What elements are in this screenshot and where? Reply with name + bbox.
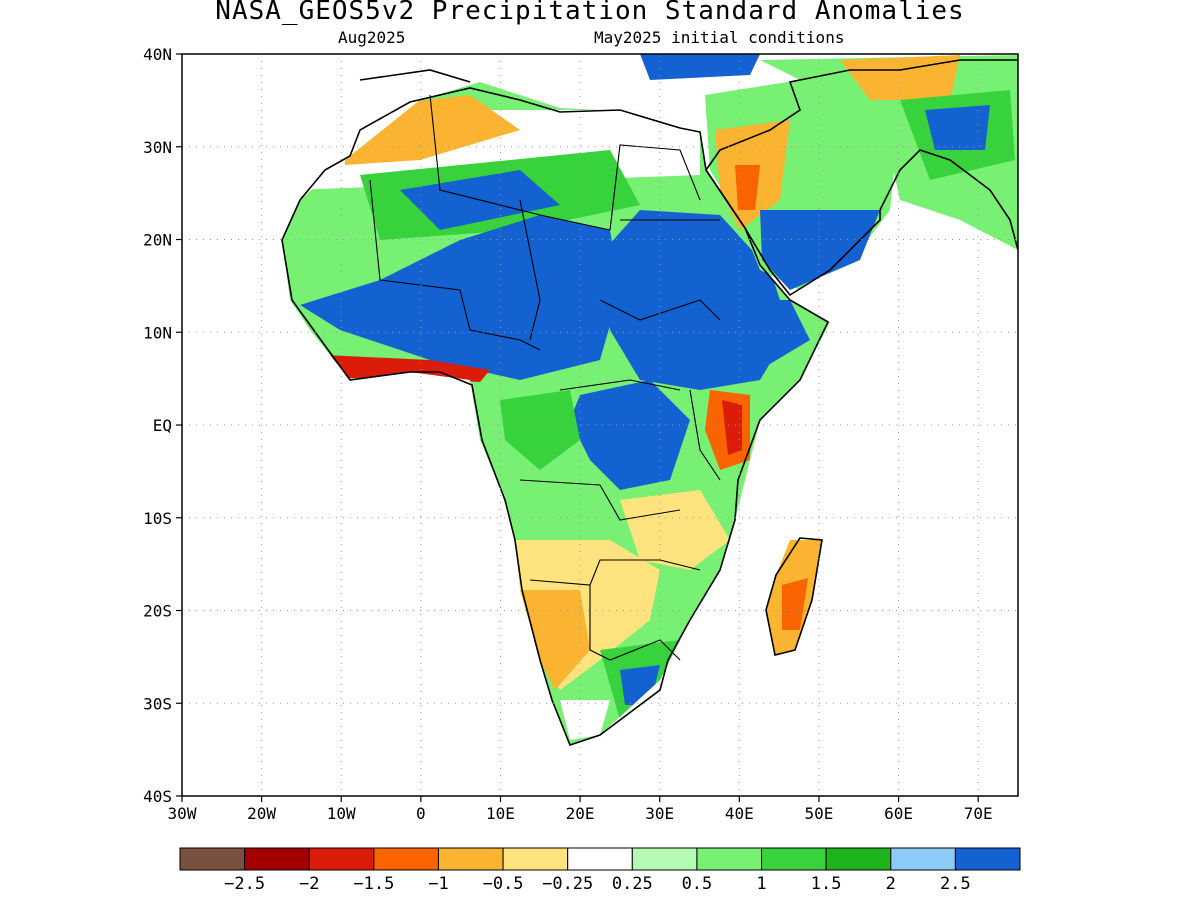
colorbar-swatch [308,847,375,871]
colorbar-swatch [631,847,698,871]
colorbar-swatch [696,847,763,871]
lon-label: 20W [247,804,276,823]
arabia-wet [760,210,880,290]
colorbar-label: 0.25 [612,874,653,894]
forecast-month: Aug2025 [338,28,406,47]
anomaly-fields [282,54,1018,745]
lon-label: 30W [168,804,197,823]
longitude-labels: 30W 20W 10W 0 10E 20E 30E 40E 50E 60E 70E [168,804,993,823]
turkey-wet [640,54,760,80]
ethiopia-wet [700,300,810,370]
colorbar-label: −1.5 [353,874,394,894]
south-africa-wet-core [620,665,660,705]
colorbar-swatch [567,847,633,871]
lat-label: 20S [143,602,172,621]
arabia-dry-core [735,165,760,210]
colorbar-swatch [437,847,504,871]
initial-conditions: May2025 initial conditions [594,28,845,47]
lon-label: 0 [416,804,426,823]
lat-label: 10S [143,509,172,528]
lon-label: 60E [884,804,913,823]
chart-title: NASA_GEOS5v2 Precipitation Standard Anom… [215,0,965,26]
lon-label: 10W [327,804,356,823]
lat-label: 40S [143,787,172,806]
lon-label: 50E [804,804,833,823]
madagascar-dry-core [782,578,808,630]
lat-label: 10N [143,323,172,342]
colorbar-swatch [825,847,892,871]
sahel-wet-west [300,215,620,380]
colorbar-label: 1.5 [811,874,842,894]
lat-lon-grid [182,54,1018,796]
axis-ticks [176,53,979,802]
colorbar-label: −2.5 [224,874,265,894]
colorbar-swatch [502,847,569,871]
colorbar-label: −0.25 [542,874,593,894]
namibia-dry [520,590,590,690]
colorbar: −2.5 −2 −1.5 −1 −0.5 −0.25 0.25 0.5 1 1.5 2 2.5 [179,847,1021,894]
lat-label: 30S [143,694,172,713]
cape-mixed [560,700,610,740]
coastlines [281,59,1018,746]
colorbar-label: −0.5 [483,874,524,894]
tanzania-dry [620,490,730,570]
colorbar-swatch [179,847,246,871]
lat-label: 30N [143,138,172,157]
lat-label: EQ [153,416,172,435]
latitude-labels: 40N 30N 20N 10N EQ 10S 20S 30S 40S [143,45,172,806]
east-africa-dry-core [722,400,742,455]
colorbar-swatch [890,847,956,871]
lat-label: 20N [143,231,172,250]
country-borders [369,94,721,661]
colorbar-label: −1 [428,874,448,894]
colorbar-label: −2 [299,874,319,894]
colorbar-label: 0.5 [682,874,713,894]
colorbar-swatch [761,847,827,871]
iran-dry [840,55,960,100]
colorbar-swatch [373,847,439,871]
lon-label: 30E [645,804,674,823]
congo-wet [570,380,690,490]
pakistan-wet-core [925,105,990,150]
lon-label: 70E [964,804,993,823]
colorbar-swatch [244,847,310,871]
lon-label: 20E [566,804,595,823]
colorbar-label: 2.5 [940,874,971,894]
congo-mixed [500,390,580,470]
colorbar-swatch [954,847,1021,871]
colorbar-label: 1 [756,874,766,894]
colorbar-label: 2 [886,874,896,894]
lat-label: 40N [143,45,172,64]
lon-label: 10E [486,804,515,823]
lon-label: 40E [725,804,754,823]
